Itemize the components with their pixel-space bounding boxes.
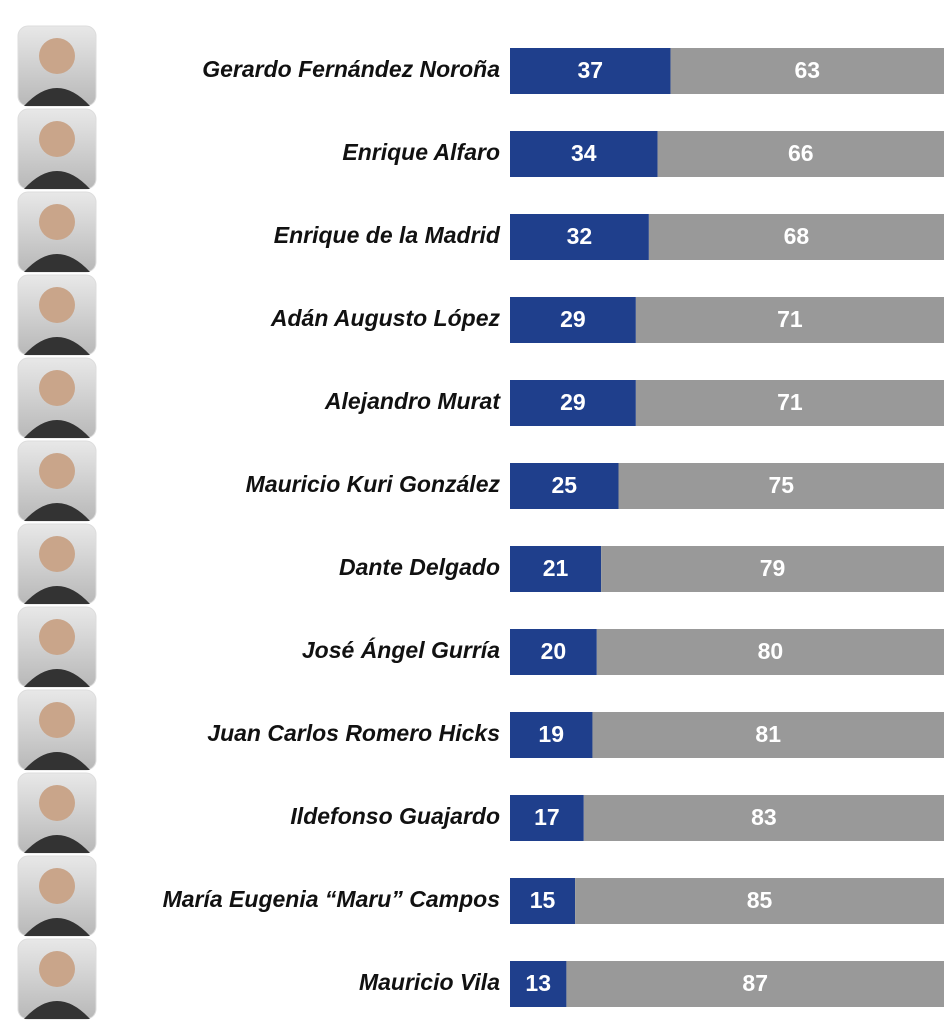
value-label: 85 xyxy=(747,887,773,913)
photo-head xyxy=(39,702,75,738)
category-label: Enrique Alfaro xyxy=(342,139,500,165)
category-label: Alejandro Murat xyxy=(324,388,501,414)
value-label: 13 xyxy=(525,970,551,996)
photo-head xyxy=(39,619,75,655)
value-label: 71 xyxy=(777,306,803,332)
value-label: 80 xyxy=(758,638,784,664)
photo-head xyxy=(39,38,75,74)
photo-head xyxy=(39,121,75,157)
value-label: 25 xyxy=(551,472,577,498)
category-label: María Eugenia “Maru” Campos xyxy=(163,886,500,912)
value-label: 68 xyxy=(784,223,810,249)
category-label: Adán Augusto López xyxy=(270,305,501,331)
category-label: Mauricio Kuri González xyxy=(246,471,501,497)
value-label: 63 xyxy=(794,57,820,83)
value-label: 29 xyxy=(560,306,586,332)
value-label: 81 xyxy=(755,721,781,747)
photo-head xyxy=(39,453,75,489)
photo-head xyxy=(39,536,75,572)
value-label: 19 xyxy=(538,721,564,747)
value-label: 79 xyxy=(760,555,786,581)
category-label: Dante Delgado xyxy=(339,554,500,580)
photo-head xyxy=(39,287,75,323)
value-label: 34 xyxy=(571,140,597,166)
value-label: 32 xyxy=(567,223,593,249)
category-label: Enrique de la Madrid xyxy=(274,222,501,248)
chart: Gerardo Fernández Noroña 37 63 Enrique Alfa… xyxy=(0,0,944,1034)
page: {"chart_data": {"type": "stacked-bar-hor… xyxy=(0,0,944,1034)
value-label: 15 xyxy=(530,887,556,913)
value-label: 17 xyxy=(534,804,560,830)
value-label: 75 xyxy=(768,472,794,498)
value-label: 20 xyxy=(541,638,567,664)
category-label: Juan Carlos Romero Hicks xyxy=(207,720,500,746)
category-label: José Ángel Gurría xyxy=(302,636,500,663)
value-label: 87 xyxy=(742,970,768,996)
value-label: 66 xyxy=(788,140,814,166)
category-label: Ildefonso Guajardo xyxy=(290,803,500,829)
photo-head xyxy=(39,951,75,987)
category-label: Gerardo Fernández Noroña xyxy=(202,56,500,82)
photo-head xyxy=(39,370,75,406)
value-label: 83 xyxy=(751,804,777,830)
value-label: 21 xyxy=(543,555,569,581)
value-label: 37 xyxy=(577,57,603,83)
photo-head xyxy=(39,868,75,904)
photo-head xyxy=(39,204,75,240)
value-label: 71 xyxy=(777,389,803,415)
category-label: Mauricio Vila xyxy=(359,969,500,995)
photo-head xyxy=(39,785,75,821)
value-label: 29 xyxy=(560,389,586,415)
